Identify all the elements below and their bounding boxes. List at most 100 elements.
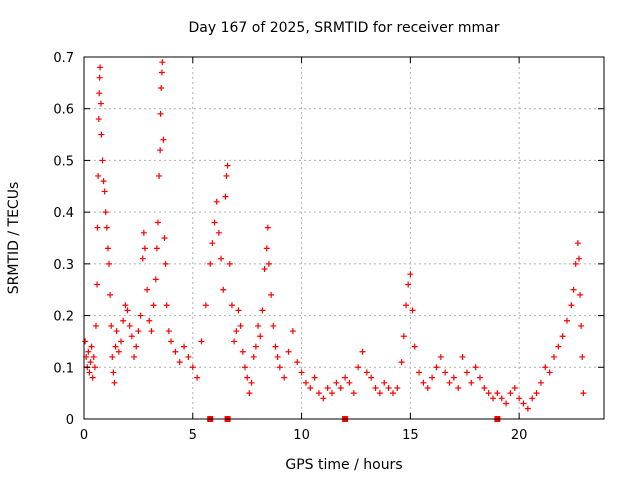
data-point bbox=[194, 374, 201, 381]
data-point bbox=[252, 343, 259, 350]
data-point bbox=[218, 255, 225, 262]
data-point bbox=[524, 405, 531, 412]
data-point bbox=[570, 286, 577, 293]
y-tick-label: 0.4 bbox=[53, 206, 74, 221]
data-point bbox=[97, 100, 104, 107]
data-point bbox=[215, 229, 222, 236]
data-point bbox=[389, 390, 396, 397]
data-point bbox=[131, 353, 138, 360]
data-point bbox=[580, 390, 587, 397]
data-points bbox=[82, 59, 587, 412]
data-point bbox=[209, 240, 216, 247]
x-tick-label: 5 bbox=[189, 428, 197, 443]
data-point bbox=[172, 348, 179, 355]
data-point bbox=[307, 384, 314, 391]
data-point bbox=[89, 374, 96, 381]
data-point bbox=[242, 364, 249, 371]
y-tick-label: 0.5 bbox=[53, 154, 74, 169]
data-point bbox=[450, 374, 457, 381]
x-tick-label: 20 bbox=[511, 428, 528, 443]
data-point bbox=[135, 328, 142, 335]
x-axis-label: GPS time / hours bbox=[285, 457, 402, 473]
data-point bbox=[572, 260, 579, 267]
data-point bbox=[494, 390, 501, 397]
data-point bbox=[270, 322, 277, 329]
data-point bbox=[490, 395, 497, 402]
data-point bbox=[409, 307, 416, 314]
data-point bbox=[324, 384, 331, 391]
data-point bbox=[160, 136, 167, 143]
data-point bbox=[337, 384, 344, 391]
data-point bbox=[298, 369, 305, 376]
data-point bbox=[333, 379, 340, 386]
data-point bbox=[90, 353, 97, 360]
data-point bbox=[529, 395, 536, 402]
data-point bbox=[381, 379, 388, 386]
data-point bbox=[250, 353, 257, 360]
x-axis-ticks: 0 5 10 15 20 bbox=[80, 57, 528, 443]
data-point bbox=[578, 322, 585, 329]
data-point bbox=[263, 245, 270, 252]
data-point bbox=[481, 384, 488, 391]
data-point bbox=[472, 364, 479, 371]
data-point bbox=[442, 369, 449, 376]
data-point bbox=[342, 374, 349, 381]
data-point bbox=[376, 390, 383, 397]
data-point bbox=[363, 369, 370, 376]
data-point bbox=[568, 302, 575, 309]
data-point bbox=[437, 353, 444, 360]
data-point bbox=[224, 162, 231, 169]
data-point bbox=[407, 271, 414, 278]
data-point bbox=[272, 343, 279, 350]
y-tick-label: 0.6 bbox=[53, 103, 74, 118]
y-tick-label: 0.1 bbox=[53, 361, 74, 376]
data-point bbox=[405, 281, 412, 288]
data-point bbox=[246, 390, 253, 397]
x-tick-label: 15 bbox=[402, 428, 419, 443]
data-point bbox=[109, 353, 116, 360]
data-point bbox=[120, 317, 127, 324]
data-point bbox=[97, 64, 104, 71]
data-point bbox=[368, 374, 375, 381]
data-point bbox=[101, 188, 108, 195]
data-point bbox=[259, 307, 266, 314]
data-point bbox=[139, 255, 146, 262]
data-point bbox=[429, 374, 436, 381]
data-point bbox=[202, 302, 209, 309]
data-point bbox=[158, 69, 165, 76]
data-point bbox=[213, 198, 220, 205]
data-point bbox=[237, 322, 244, 329]
data-point bbox=[102, 209, 109, 216]
data-point bbox=[223, 172, 230, 179]
data-point bbox=[276, 364, 283, 371]
data-point bbox=[111, 379, 118, 386]
data-point bbox=[144, 286, 151, 293]
y-tick-label: 0.7 bbox=[53, 51, 74, 66]
data-point bbox=[507, 390, 514, 397]
data-point bbox=[233, 328, 240, 335]
data-point bbox=[239, 348, 246, 355]
data-point bbox=[161, 235, 168, 241]
data-point bbox=[94, 281, 101, 288]
data-point bbox=[398, 359, 405, 366]
data-point bbox=[498, 395, 505, 402]
grid bbox=[84, 57, 604, 419]
data-point bbox=[433, 364, 440, 371]
data-point bbox=[255, 322, 262, 329]
data-point bbox=[211, 219, 218, 226]
data-point bbox=[185, 353, 192, 360]
data-point bbox=[315, 390, 322, 397]
data-point bbox=[455, 384, 462, 391]
data-point bbox=[128, 333, 135, 340]
data-point bbox=[511, 384, 518, 391]
data-point bbox=[176, 359, 183, 366]
data-point bbox=[85, 348, 92, 355]
y-tick-label: 0 bbox=[66, 413, 74, 428]
data-point bbox=[91, 364, 98, 371]
data-point bbox=[350, 390, 357, 397]
data-point bbox=[124, 307, 131, 314]
data-point bbox=[104, 245, 111, 252]
data-point bbox=[108, 322, 115, 329]
data-point bbox=[559, 333, 566, 340]
data-point bbox=[424, 384, 431, 391]
